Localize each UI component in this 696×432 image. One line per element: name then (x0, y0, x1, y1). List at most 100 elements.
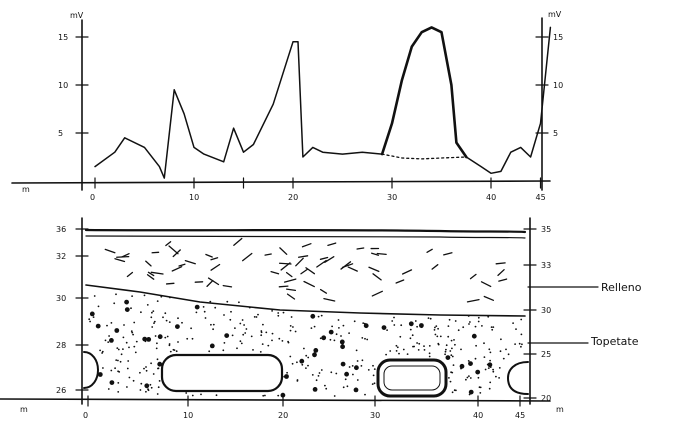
topetate-dot (143, 294, 146, 297)
topetate-dot (287, 340, 289, 343)
relleno-dash (150, 271, 164, 275)
top-tick-marks (75, 36, 549, 189)
topetate-dot (445, 348, 447, 351)
topetate-dot (400, 324, 403, 327)
topetate-dot (468, 389, 474, 395)
topetate-dot (158, 380, 161, 382)
topetate-dot (262, 323, 264, 326)
relleno-dash (368, 266, 380, 273)
topetate-dot (145, 366, 147, 368)
section-x-tick-label: 0 (83, 411, 88, 420)
topetate-dot (475, 369, 481, 375)
topetate-dot (115, 293, 117, 296)
topetate-dot (147, 388, 149, 390)
topetate-dot (244, 332, 247, 334)
topetate-dot (356, 379, 359, 381)
topetate-dot (502, 357, 505, 360)
topetate-dot (156, 300, 159, 302)
relleno-dash (286, 293, 296, 300)
topetate-dot (305, 354, 308, 357)
relleno-dash (285, 288, 297, 292)
topetate-dot (479, 392, 482, 394)
topetate-dot (292, 326, 294, 328)
topetate-dot (444, 353, 446, 356)
topetate-dot (466, 376, 469, 379)
topetate-dot (468, 361, 473, 366)
relleno-dash (206, 279, 214, 288)
topetate-dot (469, 321, 471, 323)
relleno-dash (116, 255, 130, 258)
topetate-dot (520, 345, 522, 348)
relleno-dash (371, 252, 380, 256)
topetate-dot (262, 394, 265, 397)
layer-boundary (85, 284, 526, 317)
topetate-dot (157, 386, 160, 389)
topetate-dot (311, 374, 314, 376)
topetate-dot (393, 324, 396, 326)
topetate-dot (452, 364, 455, 366)
topetate-dot (487, 367, 490, 369)
topetate-dot (428, 352, 431, 355)
relleno-dash (242, 252, 253, 262)
left-axis-unit: mV (70, 11, 84, 20)
relleno-dash (426, 248, 433, 253)
topetate-dot (489, 366, 492, 368)
topetate-dot (169, 350, 172, 353)
signal-chart: mV mV m 0 10 20 30 40 45 5 10 15 5 10 15 (11, 10, 563, 202)
topetate-dot (514, 343, 516, 345)
topetate-dot (498, 377, 500, 379)
buried-structure-left (83, 351, 99, 389)
topetate-dot (132, 333, 135, 336)
topetate-dot (277, 394, 280, 397)
topetate-dot (241, 319, 244, 321)
topetate-dot (204, 317, 207, 319)
topetate-dot (477, 376, 480, 379)
topetate-dot (255, 316, 258, 318)
section-left-tick-label: 30 (56, 294, 66, 303)
section-diagram: m m 0 10 20 30 40 45 36 32 30 28 26 35 33 30 25 20 Rell… (0, 217, 642, 420)
buried-structure-edge (507, 361, 529, 395)
relleno-dash (356, 247, 365, 250)
relleno-dash (395, 279, 405, 284)
topetate-dot (433, 329, 436, 331)
topetate-dot (181, 321, 183, 324)
section-base-line (0, 398, 551, 402)
topetate-dot (289, 325, 292, 327)
topetate-dot (451, 355, 454, 358)
relleno-dash (279, 247, 288, 255)
relleno-dash (319, 288, 328, 294)
topetate-dot (342, 324, 345, 327)
topetate-dot (389, 350, 392, 352)
relleno-dash (323, 298, 336, 302)
topetate-dot (346, 385, 349, 388)
signal-series-4 (465, 26, 552, 175)
signal-series-3 (381, 153, 467, 160)
topetate-dot (299, 358, 305, 364)
relleno-dash (165, 282, 175, 285)
topetate-dot (307, 356, 310, 359)
topetate-dot (140, 311, 142, 314)
topetate-dot (124, 307, 130, 312)
topetate-dot (460, 367, 462, 370)
topetate-dot (342, 386, 345, 389)
topetate-dot (89, 311, 95, 317)
topetate-dot (239, 340, 242, 343)
topetate-dot (437, 327, 439, 330)
relleno-dash (283, 278, 297, 283)
right-y-tick-label: 15 (553, 33, 563, 42)
topetate-dot (146, 304, 149, 306)
topetate-dot (157, 361, 163, 367)
topetate-dot (305, 367, 307, 369)
relleno-dash (278, 285, 289, 288)
topetate-dot (250, 335, 253, 338)
section-right-tick-label: 35 (541, 225, 551, 234)
topetate-dot (172, 348, 175, 351)
relleno-dash (480, 281, 492, 288)
topetate-dot (324, 384, 326, 387)
topetate-dot (420, 326, 423, 329)
topetate-dot (492, 326, 495, 328)
topetate-dot (520, 318, 523, 321)
topetate-dot (315, 379, 318, 382)
topetate-dot (223, 342, 226, 344)
